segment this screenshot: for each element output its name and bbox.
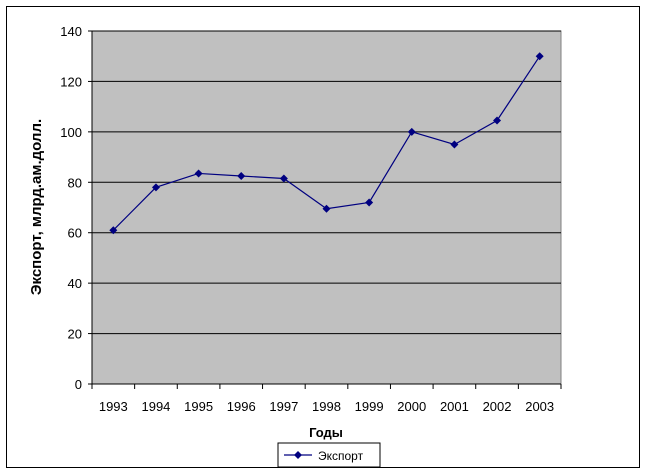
x-tick-label: 2001 <box>440 399 469 414</box>
y-tick-label: 100 <box>60 125 82 140</box>
x-tick-label: 1993 <box>99 399 128 414</box>
legend-marker <box>294 451 302 459</box>
data-point <box>365 198 374 207</box>
x-tick-label: 1998 <box>312 399 341 414</box>
x-tick-label: 1999 <box>355 399 384 414</box>
x-tick-labels: 1993 1994 1995 1996 1997 1998 1999 2000 2001 2002… <box>99 399 554 414</box>
y-tick-label: 120 <box>60 74 82 89</box>
legend-label: Экспорт <box>318 449 364 463</box>
y-tick-label: 0 <box>75 377 82 392</box>
x-tick-label: 1997 <box>269 399 298 414</box>
data-point <box>151 183 160 192</box>
x-tick-label: 2003 <box>525 399 554 414</box>
y-axis-title: Экспорт, млрд.ам.долл. <box>28 119 45 295</box>
data-point <box>450 140 459 149</box>
series-layer <box>109 52 544 235</box>
x-tick-label: 1994 <box>141 399 170 414</box>
x-axis-title: Годы <box>309 425 343 440</box>
x-tick-label: 1995 <box>184 399 213 414</box>
data-point <box>407 127 416 136</box>
data-point <box>493 116 502 125</box>
data-point <box>194 169 203 178</box>
data-point <box>237 171 246 180</box>
data-point <box>322 204 331 213</box>
y-tick-label: 40 <box>68 276 82 291</box>
data-point <box>109 226 118 235</box>
data-point <box>279 174 288 183</box>
axes <box>88 30 562 389</box>
x-tick-label: 2002 <box>483 399 512 414</box>
legend: Экспорт <box>277 442 381 468</box>
data-point <box>535 52 544 61</box>
y-tick-label: 20 <box>68 327 82 342</box>
y-tick-labels: 0 20 40 60 80 100 120 140 <box>60 24 82 392</box>
y-tick-label: 80 <box>68 175 82 190</box>
y-tick-label: 140 <box>60 24 82 39</box>
gridlines <box>92 30 561 335</box>
x-tick-label: 2000 <box>397 399 426 414</box>
y-tick-label: 60 <box>68 226 82 241</box>
x-tick-label: 1996 <box>227 399 256 414</box>
